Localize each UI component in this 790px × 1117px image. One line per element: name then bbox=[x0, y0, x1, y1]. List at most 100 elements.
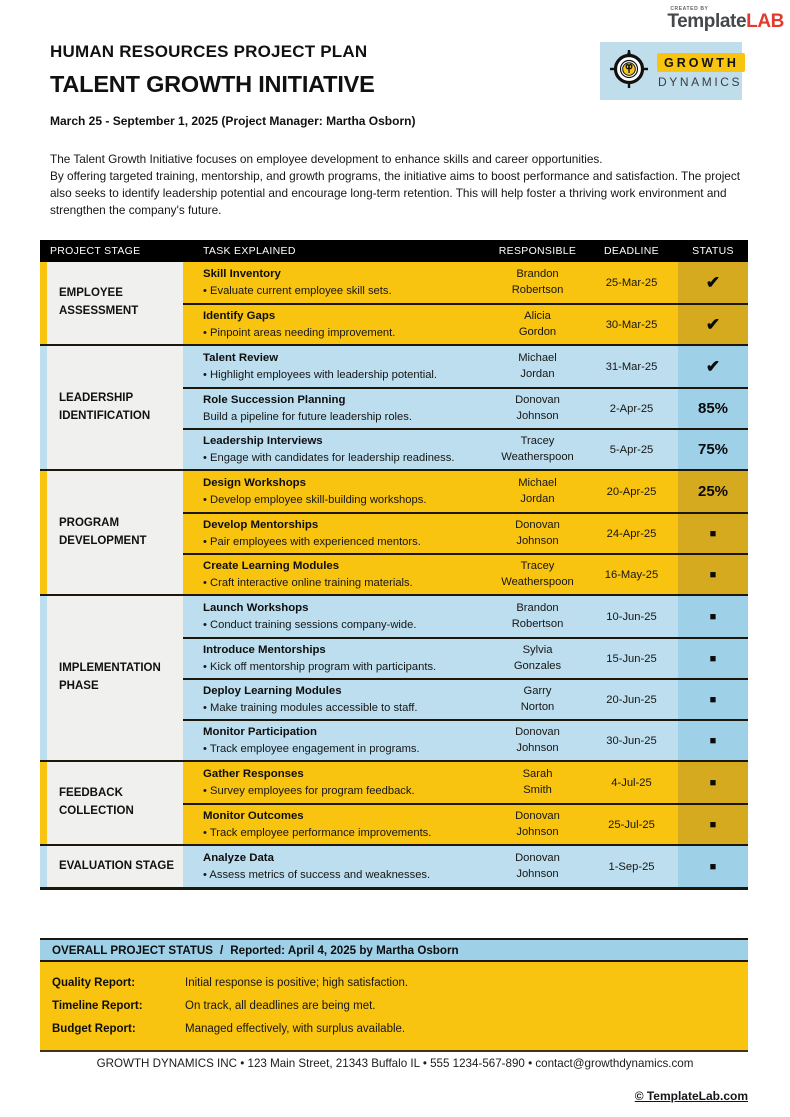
column-header-task-explained: TASK EXPLAINED bbox=[203, 245, 296, 257]
table-section: EVALUATION STAGE Analyze Data • Assess m… bbox=[40, 844, 748, 887]
status-cell: ■ bbox=[678, 721, 748, 760]
stage-rows: Talent Review • Highlight employees with… bbox=[183, 346, 748, 469]
task-cell: Gather Responses • Survey employees for … bbox=[183, 768, 490, 797]
responsible-cell: Michael Jordan bbox=[518, 477, 557, 505]
task-detail: • Track employee engagement in programs. bbox=[203, 743, 420, 755]
task-title: Develop Mentorships bbox=[203, 519, 319, 531]
table-section: IMPLEMENTATION PHASE Launch Workshops • … bbox=[40, 594, 748, 760]
deadline-cell: 30-Mar-25 bbox=[605, 318, 658, 331]
date-range: March 25 - September 1, 2025 (Project Ma… bbox=[50, 114, 416, 128]
copyright-link[interactable]: © TemplateLab.com bbox=[634, 1089, 748, 1103]
deadline-cell: 1-Sep-25 bbox=[608, 860, 655, 873]
page-title: TALENT GROWTH INITIATIVE bbox=[50, 71, 375, 97]
stage-rows: Gather Responses • Survey employees for … bbox=[183, 762, 748, 844]
column-header-status: STATUS bbox=[692, 245, 734, 257]
report-row: Budget Report: Managed effectively, with… bbox=[40, 1017, 748, 1040]
task-cell: Launch Workshops • Conduct training sess… bbox=[183, 602, 490, 631]
status-cell: ■ bbox=[678, 762, 748, 803]
stage-rows: Launch Workshops • Conduct training sess… bbox=[183, 596, 748, 760]
overall-status-body: Quality Report: Initial response is posi… bbox=[40, 962, 748, 1052]
table-row: Leadership Interviews • Engage with cand… bbox=[183, 428, 748, 469]
intro-line-1: The Talent Growth Initiative focuses on … bbox=[50, 152, 603, 166]
stage-rows: Design Workshops • Develop employee skil… bbox=[183, 471, 748, 594]
table-header-row: PROJECT STAGE TASK EXPLAINED RESPONSIBLE… bbox=[40, 240, 748, 262]
task-title: Gather Responses bbox=[203, 768, 304, 780]
task-detail: • Assess metrics of success and weakness… bbox=[203, 869, 431, 881]
created-by-label: CREATED BY bbox=[670, 6, 709, 12]
overall-status-title: OVERALL PROJECT STATUS bbox=[52, 943, 214, 957]
company-footer: GROWTH DYNAMICS INC • 123 Main Street, 2… bbox=[96, 1057, 694, 1070]
task-cell: Role Succession Planning Build a pipelin… bbox=[183, 394, 490, 423]
task-detail: • Pinpoint areas needing improvement. bbox=[203, 327, 396, 339]
report-value: On track, all deadlines are being met. bbox=[185, 999, 376, 1012]
task-cell: Analyze Data • Assess metrics of success… bbox=[183, 852, 490, 881]
task-title: Role Succession Planning bbox=[203, 394, 346, 406]
project-plan-table: PROJECT STAGE TASK EXPLAINED RESPONSIBLE… bbox=[40, 240, 748, 890]
stage-cell: IMPLEMENTATION PHASE bbox=[40, 596, 183, 760]
table-row: Role Succession Planning Build a pipelin… bbox=[183, 387, 748, 428]
table-row: Skill Inventory • Evaluate current emplo… bbox=[183, 262, 748, 303]
table-row: Gather Responses • Survey employees for … bbox=[183, 762, 748, 803]
status-cell: 25% bbox=[678, 471, 748, 512]
templatelab-wordmark: TemplateLAB bbox=[667, 12, 784, 31]
task-title: Create Learning Modules bbox=[203, 560, 340, 572]
stage-rows: Analyze Data • Assess metrics of success… bbox=[183, 846, 748, 887]
task-detail: • Kick off mentorship program with parti… bbox=[203, 661, 437, 673]
deadline-cell: 25-Mar-25 bbox=[605, 276, 658, 289]
task-detail: • Develop employee skill-building worksh… bbox=[203, 494, 427, 506]
responsible-cell: Garry Norton bbox=[520, 685, 555, 713]
task-title: Monitor Participation bbox=[203, 726, 317, 738]
templatelab-word: Template bbox=[667, 11, 747, 32]
deadline-cell: 4-Jul-25 bbox=[611, 776, 652, 789]
responsible-cell: Brandon Robertson bbox=[511, 268, 564, 296]
task-title: Deploy Learning Modules bbox=[203, 685, 342, 697]
column-header-deadline: DEADLINE bbox=[604, 245, 659, 257]
deadline-cell: 20-Apr-25 bbox=[606, 485, 657, 498]
table-row: Launch Workshops • Conduct training sess… bbox=[183, 596, 748, 637]
responsible-cell: Donovan Johnson bbox=[515, 519, 560, 547]
table-row: Analyze Data • Assess metrics of success… bbox=[183, 846, 748, 887]
responsible-cell: Sarah Smith bbox=[522, 768, 553, 796]
table-row: Talent Review • Highlight employees with… bbox=[183, 346, 748, 387]
status-cell: ■ bbox=[678, 805, 748, 844]
stage-cell: LEADERSHIP IDENTIFICATION bbox=[40, 346, 183, 469]
task-title: Launch Workshops bbox=[203, 602, 309, 614]
table-row: Create Learning Modules • Craft interact… bbox=[183, 553, 748, 594]
deadline-cell: 5-Apr-25 bbox=[609, 443, 654, 456]
table-section: LEADERSHIP IDENTIFICATION Talent Review … bbox=[40, 344, 748, 469]
responsible-cell: Donovan Johnson bbox=[515, 394, 560, 422]
status-cell: ■ bbox=[678, 514, 748, 553]
responsible-cell: Donovan Johnson bbox=[515, 810, 560, 838]
status-cell: ■ bbox=[678, 639, 748, 678]
responsible-cell: Sylvia Gonzales bbox=[513, 644, 562, 672]
responsible-cell: Michael Jordan bbox=[518, 352, 557, 380]
task-detail: • Evaluate current employee skill sets. bbox=[203, 285, 392, 297]
overall-status-reported: Reported: April 4, 2025 by Martha Osborn bbox=[230, 943, 459, 957]
templatelab-lab: LAB bbox=[746, 11, 784, 32]
task-detail: • Survey employees for program feedback. bbox=[203, 785, 415, 797]
responsible-cell: Tracey Weatherspoon bbox=[501, 435, 574, 463]
task-cell: Create Learning Modules • Craft interact… bbox=[183, 560, 490, 589]
task-cell: Monitor Participation • Track employee e… bbox=[183, 726, 490, 755]
status-cell: ✔ bbox=[678, 305, 748, 344]
stage-cell: EMPLOYEE ASSESSMENT bbox=[40, 262, 183, 344]
overall-status-separator: / bbox=[220, 943, 224, 957]
task-detail: • Track employee performance improvement… bbox=[203, 827, 432, 839]
task-title: Identify Gaps bbox=[203, 310, 276, 322]
report-value: Managed effectively, with surplus availa… bbox=[185, 1022, 406, 1035]
status-cell: ■ bbox=[678, 555, 748, 594]
report-value: Initial response is positive; high satis… bbox=[185, 976, 409, 989]
deadline-cell: 10-Jun-25 bbox=[606, 610, 657, 623]
report-label: Quality Report: bbox=[52, 976, 136, 989]
task-title: Skill Inventory bbox=[203, 268, 281, 280]
status-cell: 85% bbox=[678, 389, 748, 428]
stage-cell: PROGRAM DEVELOPMENT bbox=[40, 471, 183, 594]
deadline-cell: 20-Jun-25 bbox=[606, 693, 657, 706]
intro-paragraph: The Talent Growth Initiative focuses on … bbox=[50, 151, 744, 218]
table-row: Design Workshops • Develop employee skil… bbox=[183, 471, 748, 512]
templatelab-logo: CREATED BY TemplateLAB bbox=[667, 6, 784, 31]
table-section: EMPLOYEE ASSESSMENT Skill Inventory • Ev… bbox=[40, 262, 748, 344]
task-title: Monitor Outcomes bbox=[203, 810, 304, 822]
dynamics-label: DYNAMICS bbox=[658, 75, 743, 89]
deadline-cell: 31-Mar-25 bbox=[605, 360, 658, 373]
